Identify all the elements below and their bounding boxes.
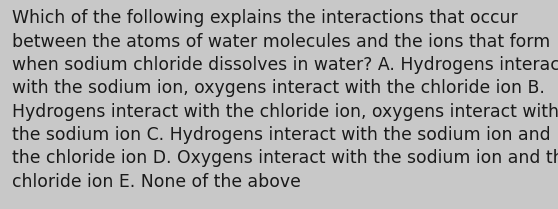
- Text: Which of the following explains the interactions that occur
between the atoms of: Which of the following explains the inte…: [12, 9, 558, 191]
